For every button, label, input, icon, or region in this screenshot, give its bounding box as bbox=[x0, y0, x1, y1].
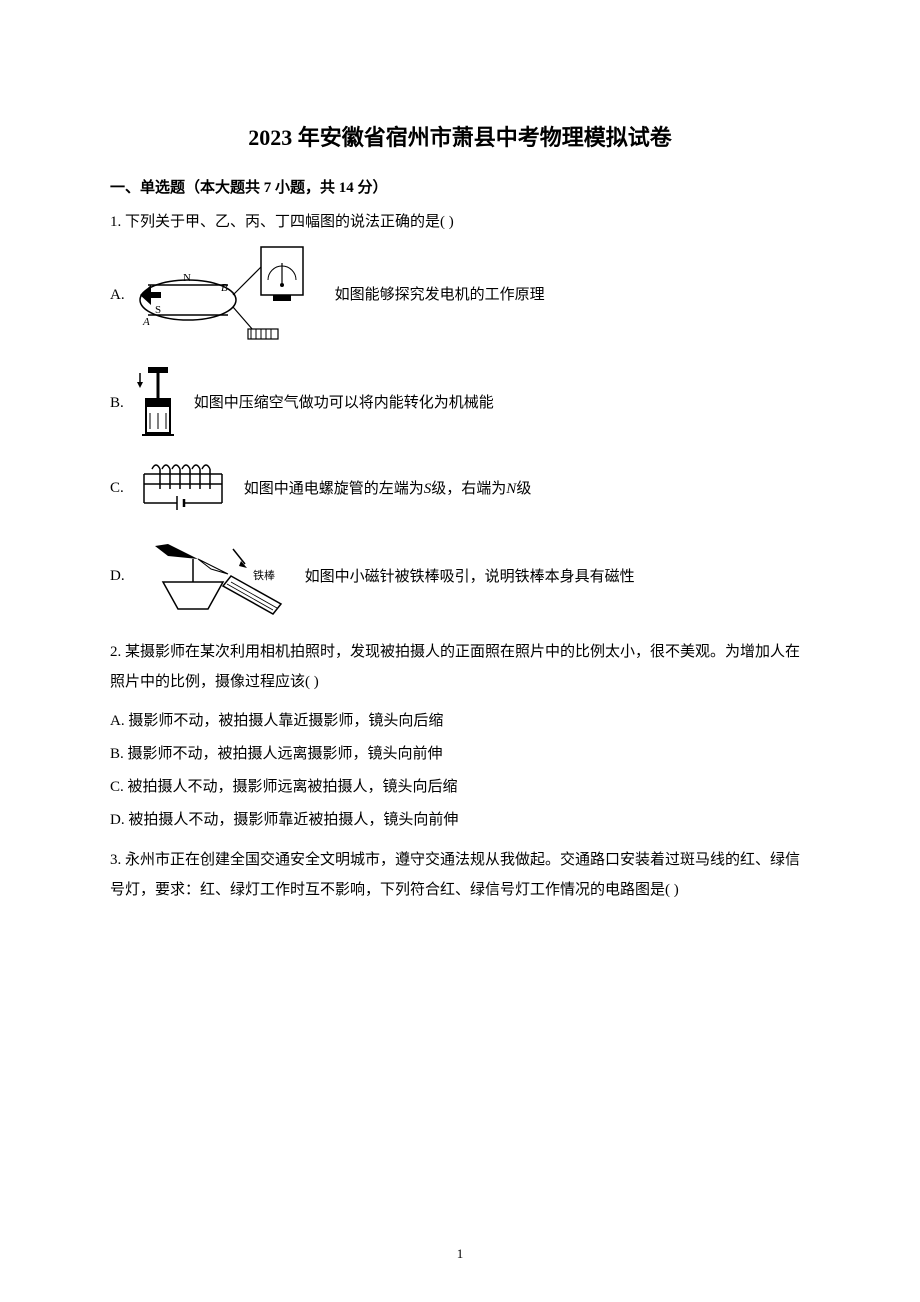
q1c-part2: 级，右端为 bbox=[431, 481, 506, 497]
q1c-part3: 级 bbox=[516, 481, 531, 497]
q1-option-a: A. N S B A 如图能够探究发电机的工作原理 bbox=[110, 245, 810, 345]
question-3-stem: 3. 永州市正在创建全国交通安全文明城市，遵守交通法规从我做起。交通路口安装着过… bbox=[110, 845, 810, 905]
option-letter-a: A. bbox=[110, 287, 125, 304]
svg-text:S: S bbox=[155, 304, 161, 316]
page-number: 1 bbox=[457, 1246, 464, 1262]
q1b-diagram bbox=[132, 363, 182, 443]
q1c-diagram bbox=[132, 461, 232, 516]
q1a-text: 如图能够探究发电机的工作原理 bbox=[335, 283, 545, 307]
question-1-stem: 1. 下列关于甲、乙、丙、丁四幅图的说法正确的是( ) bbox=[110, 207, 810, 237]
q1c-text: 如图中通电螺旋管的左端为S级，右端为N级 bbox=[244, 477, 532, 501]
option-letter-c: C. bbox=[110, 480, 124, 497]
q1-option-c: C. 如图中通电螺旋管的左端为S级，右端为N级 bbox=[110, 461, 810, 516]
q1c-n: N bbox=[506, 481, 516, 497]
q1b-text: 如图中压缩空气做功可以将内能转化为机械能 bbox=[194, 391, 494, 415]
svg-text:铁棒: 铁棒 bbox=[253, 568, 275, 582]
svg-text:N: N bbox=[183, 272, 191, 284]
option-letter-b: B. bbox=[110, 395, 124, 412]
q2-opt-a: A. 摄影师不动，被拍摄人靠近摄影师，镜头向后缩 bbox=[110, 705, 810, 738]
q1d-text: 如图中小磁针被铁棒吸引，说明铁棒本身具有磁性 bbox=[305, 565, 635, 589]
option-letter-d: D. bbox=[110, 568, 125, 585]
page-title: 2023 年安徽省宿州市萧县中考物理模拟试卷 bbox=[110, 120, 810, 152]
q1c-part1: 如图中通电螺旋管的左端为 bbox=[244, 481, 424, 497]
q1-option-d: D. 铁棒 如图中小磁针被铁棒吸引，说明铁棒本身具有磁性 bbox=[110, 534, 810, 619]
q1d-diagram: 铁棒 bbox=[133, 534, 293, 619]
section-1-header: 一、单选题（本大题共 7 小题，共 14 分） bbox=[110, 176, 810, 197]
question-2-stem: 2. 某摄影师在某次利用相机拍照时，发现被拍摄人的正面照在照片中的比例太小，很不… bbox=[110, 637, 810, 697]
q2-opt-b: B. 摄影师不动，被拍摄人远离摄影师，镜头向前伸 bbox=[110, 738, 810, 771]
q1-option-b: B. 如图中压缩空气做功可以将内能转化为机械能 bbox=[110, 363, 810, 443]
q2-opt-c: C. 被拍摄人不动，摄影师远离被拍摄人，镜头向后缩 bbox=[110, 771, 810, 804]
svg-text:A: A bbox=[142, 316, 150, 328]
q2-options: A. 摄影师不动，被拍摄人靠近摄影师，镜头向后缩 B. 摄影师不动，被拍摄人远离… bbox=[110, 705, 810, 837]
svg-text:B: B bbox=[221, 282, 228, 294]
q2-opt-d: D. 被拍摄人不动，摄影师靠近被拍摄人，镜头向前伸 bbox=[110, 804, 810, 837]
q1a-diagram: N S B A bbox=[133, 245, 323, 345]
